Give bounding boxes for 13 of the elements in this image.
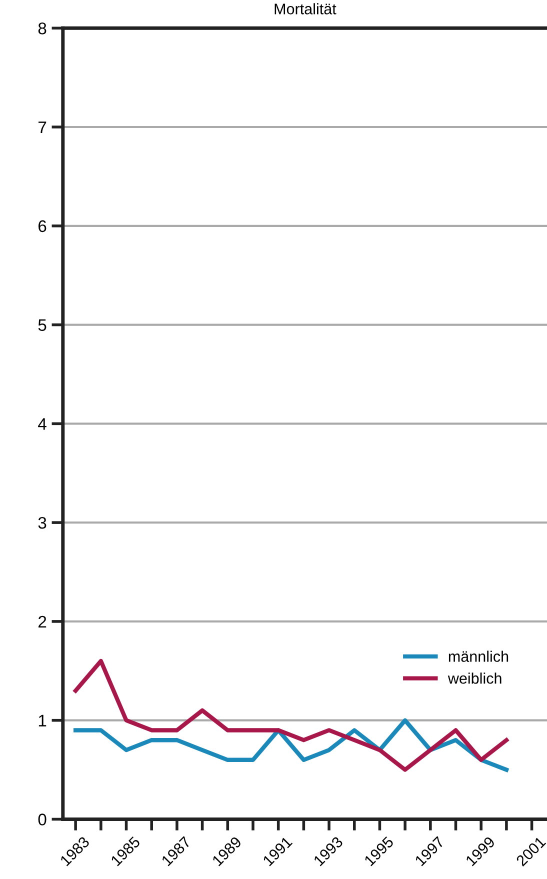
legend-label: weiblich — [448, 672, 502, 684]
y-tick-label: 2 — [38, 616, 46, 628]
y-tick-label: 4 — [38, 418, 46, 430]
y-tick-label: 7 — [38, 122, 46, 134]
y-tick-label: 1 — [38, 714, 46, 726]
chart-title: Mortalität — [274, 3, 336, 14]
legend-label: männlich — [448, 650, 508, 662]
y-tick-label: 3 — [38, 516, 46, 529]
line-series — [73, 718, 509, 772]
y-tick-label: 5 — [38, 319, 46, 331]
y-tick-label: 6 — [38, 220, 46, 232]
y-tick-label: 8 — [38, 22, 46, 34]
y-tick-label: 0 — [38, 814, 46, 826]
